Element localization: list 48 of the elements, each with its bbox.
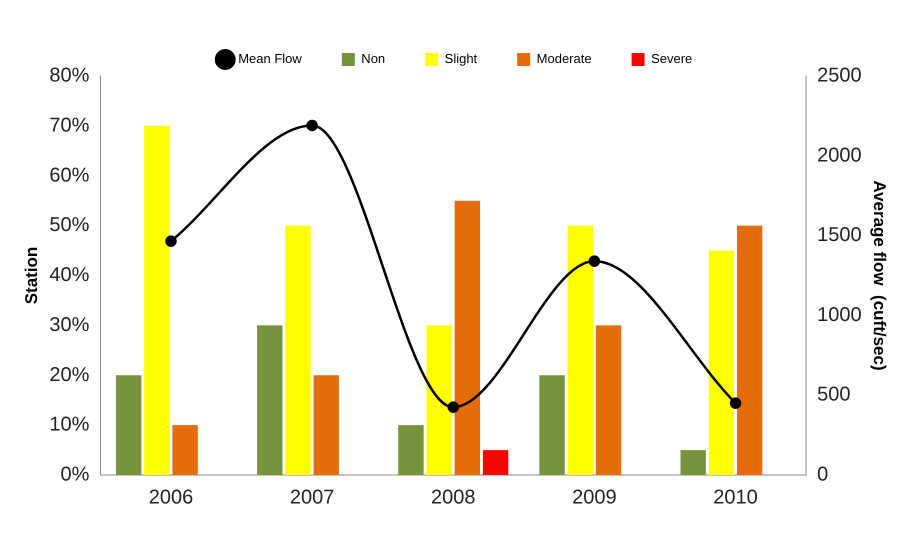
point — [588, 255, 600, 267]
x-tick-label: 2008 — [431, 486, 476, 509]
bar — [285, 226, 311, 475]
x-tick-label: 2009 — [572, 486, 617, 509]
y-tick-label: 60% — [49, 164, 90, 186]
y2-tick-label: 1500 — [817, 224, 862, 246]
bar — [736, 226, 762, 475]
bar — [596, 325, 622, 475]
y2-axis-title: Average flow (cuft/sec) — [870, 180, 890, 371]
legend-label: Non — [361, 51, 386, 66]
bar — [680, 450, 706, 475]
point — [448, 401, 460, 413]
bar — [482, 450, 508, 475]
legend-label: Severe — [651, 51, 692, 66]
y-tick-label: 20% — [49, 364, 90, 386]
y2-tick-label: 2500 — [817, 64, 862, 87]
y-tick-label: 0% — [60, 464, 90, 486]
y-tick-label: 80% — [49, 64, 90, 87]
bar — [257, 325, 282, 475]
y2-tick-label: 1000 — [817, 304, 862, 326]
y2-tick-label: 0 — [817, 464, 828, 486]
x-tick-label: 2006 — [148, 486, 194, 509]
y2-tick-label: 500 — [817, 384, 850, 406]
y-axis-title: Station — [22, 246, 41, 304]
y-tick-label: 50% — [49, 214, 90, 236]
bar — [314, 375, 339, 475]
bar — [172, 425, 198, 475]
bar — [568, 226, 593, 475]
bar — [144, 126, 170, 475]
bar — [708, 250, 734, 475]
legend-label: Moderate — [536, 51, 592, 66]
bar — [398, 425, 424, 475]
y-tick-label: 40% — [49, 264, 90, 286]
bar — [426, 325, 452, 475]
y-tick-label: 10% — [49, 414, 90, 436]
x-tick-label: 2010 — [713, 486, 758, 509]
y2-tick-label: 2000 — [817, 144, 862, 166]
point — [730, 397, 742, 409]
x-tick-label: 2007 — [290, 486, 334, 509]
point — [306, 120, 318, 132]
legend-label: Slight — [444, 51, 478, 66]
y-tick-label: 70% — [49, 114, 90, 136]
bar — [454, 200, 480, 475]
y-tick-label: 30% — [49, 314, 90, 336]
bar — [116, 375, 142, 475]
point — [165, 235, 177, 247]
legend-label: Mean Flow — [238, 51, 302, 66]
bar — [539, 375, 565, 475]
